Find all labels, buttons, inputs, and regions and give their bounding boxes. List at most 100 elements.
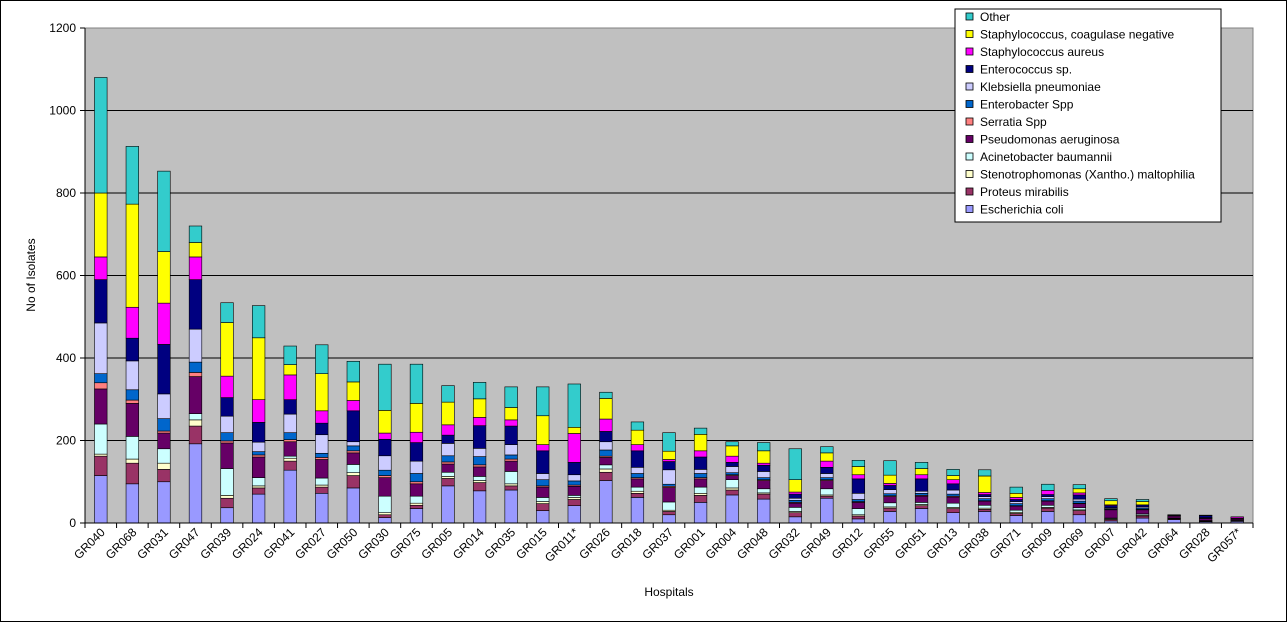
- bar-segment: [1010, 510, 1023, 512]
- bar-segment: [410, 484, 423, 496]
- bar-segment: [600, 472, 613, 480]
- y-tick-label: 200: [56, 434, 76, 448]
- bar-segment: [473, 426, 486, 449]
- bar-segment: [189, 420, 202, 426]
- bar-segment: [789, 507, 802, 511]
- bar-segment: [221, 495, 234, 498]
- bar-segment: [600, 481, 613, 523]
- bar-segment: [189, 329, 202, 362]
- bar-segment: [505, 408, 518, 420]
- bar-segment: [442, 435, 455, 443]
- bar-segment: [158, 303, 171, 344]
- bar-segment: [600, 419, 613, 431]
- bar-segment: [631, 493, 644, 497]
- bar-segment: [915, 462, 928, 468]
- bar-segment: [694, 434, 707, 451]
- bar-segment: [505, 484, 518, 486]
- bar-segment: [947, 469, 960, 475]
- bar-segment: [536, 445, 549, 451]
- bar-segment: [221, 398, 234, 417]
- bar-segment: [284, 375, 297, 400]
- bar-segment: [726, 480, 739, 488]
- bar-segment: [568, 495, 581, 497]
- bar-segment: [663, 462, 676, 470]
- bar-segment: [189, 444, 202, 523]
- bar-segment: [126, 459, 139, 463]
- bar-segment: [694, 469, 707, 473]
- bar-segment: [252, 442, 265, 451]
- bar-segment: [442, 456, 455, 462]
- bar-segment: [568, 462, 581, 474]
- bar-segment: [631, 487, 644, 491]
- bar-segment: [726, 495, 739, 523]
- bar-segment: [821, 478, 834, 480]
- bar-segment: [915, 479, 928, 491]
- bar-segment: [1136, 518, 1149, 523]
- bar-segment: [442, 462, 455, 464]
- bar-segment: [379, 496, 392, 513]
- bar-segment: [189, 226, 202, 243]
- bar-segment: [915, 502, 928, 504]
- bar-segment: [505, 445, 518, 455]
- bar-segment: [757, 463, 770, 465]
- bar-segment: [631, 422, 644, 430]
- bar-segment: [978, 495, 991, 497]
- bar-segment: [1136, 510, 1149, 514]
- bar-segment: [347, 442, 360, 446]
- legend-label: Serratia Spp: [980, 115, 1047, 129]
- bar-segment: [284, 442, 297, 456]
- bar-segment: [536, 504, 549, 511]
- bar-segment: [189, 257, 202, 280]
- bar-segment: [252, 452, 265, 455]
- bar-segment: [663, 511, 676, 514]
- bar-segment: [347, 488, 360, 523]
- bar-segment: [252, 422, 265, 442]
- bar-segment: [442, 386, 455, 403]
- bar-segment: [473, 457, 486, 465]
- bar-segment: [726, 442, 739, 446]
- legend-label: Staphylococcus aureus: [980, 45, 1104, 59]
- bar-segment: [884, 475, 897, 483]
- bar-segment: [379, 410, 392, 433]
- bar-segment: [1041, 497, 1054, 499]
- bar-segment: [1041, 508, 1054, 511]
- bar-segment: [347, 411, 360, 442]
- bar-segment: [821, 453, 834, 461]
- bar-segment: [600, 465, 613, 469]
- legend-swatch: [966, 171, 973, 178]
- bar-segment: [410, 364, 423, 403]
- bar-segment: [663, 484, 676, 486]
- bar-segment: [1073, 508, 1086, 510]
- bar-segment: [94, 257, 107, 280]
- bar-segment: [252, 488, 265, 494]
- bar-segment: [631, 474, 644, 478]
- bar-segment: [94, 456, 107, 475]
- bar-segment: [915, 469, 928, 475]
- bar-segment: [505, 471, 518, 483]
- bar-segment: [284, 440, 297, 442]
- bar-segment: [347, 446, 360, 451]
- bar-segment: [536, 502, 549, 504]
- bar-segment: [568, 499, 581, 505]
- bar-segment: [821, 481, 834, 489]
- bar-segment: [1010, 514, 1023, 516]
- bar-segment: [884, 483, 897, 485]
- bar-segment: [410, 474, 423, 482]
- bar-segment: [852, 519, 865, 523]
- bar-segment: [1105, 501, 1118, 505]
- bar-segment: [915, 496, 928, 502]
- bar-segment: [315, 374, 328, 411]
- y-tick-label: 1000: [49, 104, 76, 118]
- bar-segment: [347, 473, 360, 476]
- bar-segment: [1073, 504, 1086, 508]
- bar-segment: [315, 411, 328, 423]
- bar-segment: [726, 466, 739, 472]
- bar-segment: [252, 400, 265, 423]
- bar-segment: [1073, 495, 1086, 499]
- bar-segment: [1105, 506, 1118, 508]
- bar-segment: [126, 484, 139, 523]
- bar-segment: [94, 424, 107, 454]
- bar-segment: [379, 476, 392, 478]
- bar-segment: [694, 428, 707, 434]
